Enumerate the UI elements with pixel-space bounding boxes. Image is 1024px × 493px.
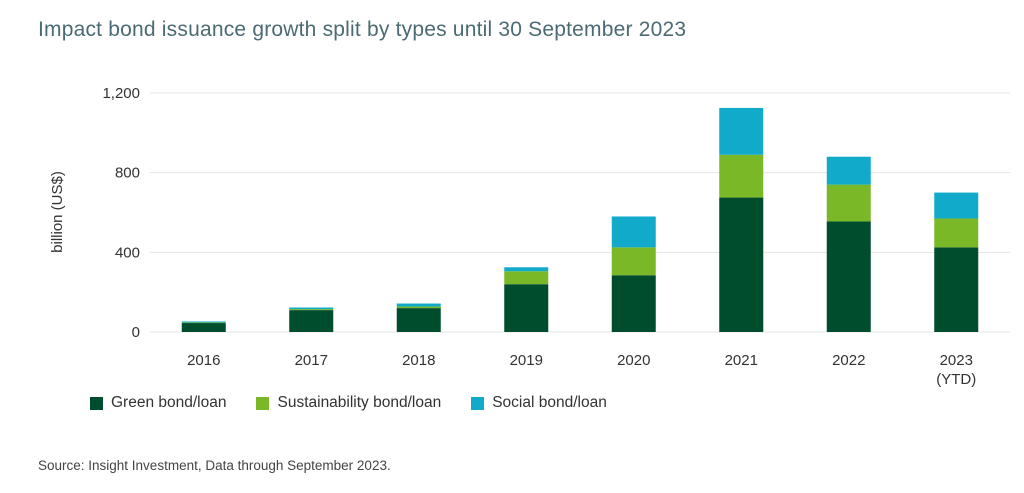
legend-label-green: Green bond/loan [111, 394, 227, 411]
legend-swatch-social [471, 396, 485, 410]
bar-segment [504, 267, 549, 272]
y-axis-label: billion (US$) [49, 171, 66, 253]
bar-segment [719, 154, 764, 198]
bar-segment [181, 322, 226, 324]
legend-label-sustainability: Sustainability bond/loan [277, 394, 442, 411]
legend-swatch-sustainability [256, 396, 270, 410]
bar-segment [719, 197, 764, 332]
bar-segment [289, 307, 334, 310]
legend-item-green: Green bond/loan [90, 394, 226, 412]
bar-segment [181, 323, 226, 332]
bar-segment [826, 221, 871, 332]
x-tick-label: 2016 [187, 352, 220, 369]
bar-segment [719, 107, 764, 155]
x-tick-label: 2020 [617, 352, 650, 369]
bar-segment [826, 184, 871, 222]
chart-title: Impact bond issuance growth split by typ… [38, 18, 687, 41]
bar-segment [289, 309, 334, 311]
bar-segment [611, 275, 656, 332]
bar-segment [504, 284, 549, 332]
bar-segment [396, 306, 441, 309]
grid-lines [150, 92, 1010, 333]
bars [181, 107, 979, 332]
bar-segment [396, 308, 441, 332]
x-tick-label: 2018 [402, 352, 435, 369]
bar-segment [611, 216, 656, 248]
x-tick-label: 2022 [832, 352, 865, 369]
bar-segment [396, 303, 441, 307]
y-tick-label: 0 [132, 324, 140, 341]
bar-segment [934, 218, 979, 248]
x-tick-label: 2023 [940, 352, 973, 369]
x-tick-label: 2021 [725, 352, 758, 369]
y-tick-label: 800 [115, 165, 140, 182]
y-tick-label: 1,200 [102, 85, 140, 102]
bar-segment [181, 321, 226, 323]
x-axis-ticks: 2016 2017 2018 2019 2020 2021 2022 2023 (YTD) [187, 352, 976, 388]
legend-swatch-green [90, 396, 103, 410]
bar-segment [289, 310, 334, 332]
x-tick-label: (YTD) [936, 371, 976, 388]
x-tick-label: 2017 [295, 352, 328, 369]
bar-segment [934, 247, 979, 332]
x-tick-label: 2019 [510, 352, 543, 369]
legend-label-social: Social bond/loan [492, 394, 607, 411]
bar-segment [504, 271, 549, 285]
y-tick-label: 400 [115, 244, 140, 261]
bar-segment [826, 156, 871, 185]
legend-item-social: Social bond/loan [471, 394, 607, 412]
legend: Green bond/loan Sustainability bond/loan… [90, 394, 607, 412]
y-axis-ticks: 0 400 800 1,200 [102, 85, 140, 341]
bar-segment [611, 247, 656, 276]
source-note: Source: Insight Investment, Data through… [38, 458, 391, 473]
legend-item-sustainability: Sustainability bond/loan [256, 394, 441, 412]
bar-segment [934, 192, 979, 219]
